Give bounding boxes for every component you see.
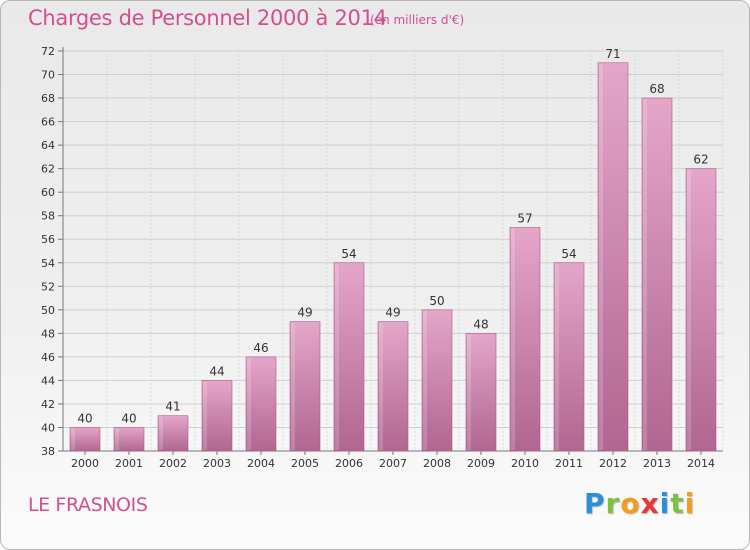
x-tick-label-2011: 2011 <box>555 457 583 470</box>
bar-highlight <box>203 381 207 450</box>
x-tick-label-2003: 2003 <box>203 457 231 470</box>
data-label-2000: 40 <box>77 411 92 425</box>
y-tick-label: 54 <box>41 257 55 270</box>
bar-2002 <box>157 415 189 452</box>
x-tick-label-2013: 2013 <box>643 457 671 470</box>
bar-highlight <box>467 334 471 450</box>
bar-2011 <box>553 262 585 452</box>
y-tick-label: 62 <box>41 163 55 176</box>
bar-highlight <box>335 263 339 450</box>
x-tick-label-2009: 2009 <box>467 457 495 470</box>
data-label-2011: 54 <box>561 247 576 261</box>
y-tick-label: 48 <box>41 327 55 340</box>
bar-2001 <box>113 427 145 452</box>
y-tick-label: 44 <box>41 374 55 387</box>
y-tick-label: 40 <box>41 421 55 434</box>
bar-2008 <box>421 309 453 452</box>
data-label-2007: 49 <box>385 306 400 320</box>
x-tick-label-2002: 2002 <box>159 457 187 470</box>
logo-letter: o <box>620 487 641 520</box>
data-label-2004: 46 <box>253 341 268 355</box>
bar-2006 <box>333 262 365 452</box>
bar-2005 <box>289 321 321 452</box>
y-tick-label: 52 <box>41 280 55 293</box>
chart-title: Charges de Personnel 2000 à 2014 <box>28 6 387 30</box>
data-label-2008: 50 <box>429 294 444 308</box>
bar-highlight <box>115 428 119 450</box>
x-tick-label-2004: 2004 <box>247 457 275 470</box>
bar-highlight <box>687 169 691 450</box>
y-tick-label: 38 <box>41 445 55 458</box>
x-tick-label-2000: 2000 <box>71 457 99 470</box>
data-label-2010: 57 <box>517 211 532 225</box>
y-tick-label: 56 <box>41 233 55 246</box>
logo-letter: t <box>670 487 685 520</box>
bar-highlight <box>379 322 383 450</box>
data-label-2006: 54 <box>341 247 356 261</box>
bar-highlight <box>643 99 647 450</box>
y-tick-label: 72 <box>41 45 55 58</box>
y-tick-label: 66 <box>41 116 55 129</box>
data-label-2001: 40 <box>121 411 136 425</box>
x-tick-label-2012: 2012 <box>599 457 627 470</box>
data-label-2005: 49 <box>297 306 312 320</box>
bar-2010 <box>509 227 541 452</box>
bar-highlight <box>247 357 251 450</box>
bar-highlight <box>555 263 559 450</box>
data-label-2003: 44 <box>209 364 224 378</box>
x-tick-label-2008: 2008 <box>423 457 451 470</box>
logo-letter: i <box>684 487 696 520</box>
x-tick-label-2014: 2014 <box>687 457 715 470</box>
logo-letter: i <box>659 487 671 520</box>
y-tick-label: 50 <box>41 304 55 317</box>
proxiti-logo: Proxiti <box>584 487 695 520</box>
y-tick-label: 60 <box>41 186 55 199</box>
bar-2012 <box>597 62 629 452</box>
x-tick-label-2010: 2010 <box>511 457 539 470</box>
y-tick-label: 58 <box>41 210 55 223</box>
bar-highlight <box>71 428 75 450</box>
data-label-2013: 68 <box>649 82 664 96</box>
data-label-2009: 48 <box>473 317 488 331</box>
bar-highlight <box>511 228 515 450</box>
x-tick-label-2006: 2006 <box>335 457 363 470</box>
data-label-2014: 62 <box>693 153 708 167</box>
bar-2007 <box>377 321 409 452</box>
bar-highlight <box>291 322 295 450</box>
bar-2003 <box>201 380 233 452</box>
data-label-2002: 41 <box>165 400 180 414</box>
bar-2000 <box>69 427 101 452</box>
y-tick-label: 68 <box>41 92 55 105</box>
x-tick-label-2001: 2001 <box>115 457 143 470</box>
bar-highlight <box>423 310 427 450</box>
bar-2004 <box>245 356 277 452</box>
x-tick-label-2005: 2005 <box>291 457 319 470</box>
bar-highlight <box>599 63 603 450</box>
y-tick-label: 70 <box>41 69 55 82</box>
bar-highlight <box>159 416 163 450</box>
chart-subtitle: (en milliers d'€) <box>370 13 465 27</box>
y-tick-label: 42 <box>41 398 55 411</box>
x-tick-label-2007: 2007 <box>379 457 407 470</box>
bar-2014 <box>685 168 717 452</box>
data-label-2012: 71 <box>605 47 620 61</box>
bar-2013 <box>641 97 673 452</box>
logo-letter: r <box>605 487 621 520</box>
y-tick-label: 64 <box>41 139 55 152</box>
logo-letter: x <box>640 487 660 520</box>
y-tick-label: 46 <box>41 351 55 364</box>
bar-2009 <box>465 333 497 452</box>
place-name: LE FRASNOIS <box>28 494 148 516</box>
logo-letter: P <box>584 487 606 520</box>
